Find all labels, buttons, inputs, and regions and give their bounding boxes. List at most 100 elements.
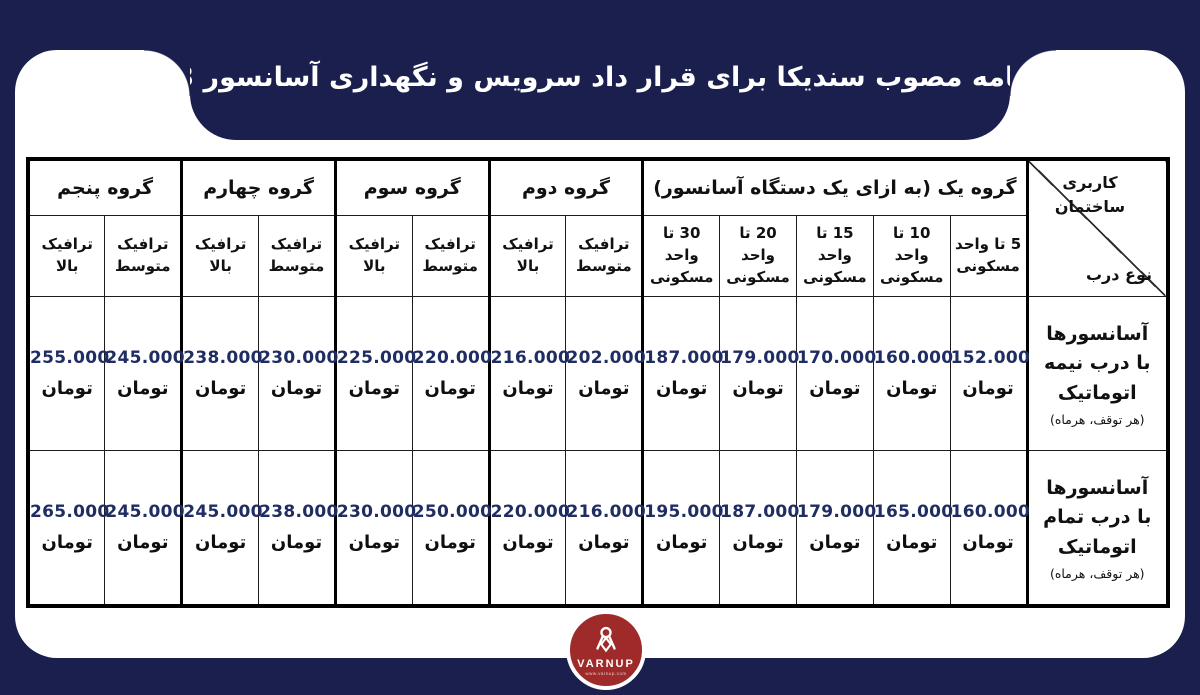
rate-cell: 216.000 تومان xyxy=(565,450,646,607)
rate-cell: 195.000 تومان xyxy=(641,450,724,607)
rate-unit: تومان xyxy=(502,532,554,553)
rate-amount: 230.000 xyxy=(336,502,417,522)
rate-unit: تومان xyxy=(502,378,554,399)
rate-cell: 187.000 تومان xyxy=(641,296,724,451)
logo-tagline-text: www.varnup.com xyxy=(585,670,627,676)
subheader-units-30: 30 تا واحد مسکونی xyxy=(641,215,721,297)
rate-unit: تومان xyxy=(41,378,93,399)
rate-unit: تومان xyxy=(348,378,400,399)
rate-amount: 220.000 xyxy=(412,348,493,368)
subheader-units-5: 5 تا واحد مسکونی xyxy=(949,215,1028,297)
rate-unit: تومان xyxy=(962,532,1014,553)
rate-amount: 187.000 xyxy=(720,502,800,522)
banner-right-fillet xyxy=(1010,50,1056,96)
rate-amount: 245.000 xyxy=(105,502,185,522)
rate-unit: تومان xyxy=(578,378,630,399)
rate-unit: تومان xyxy=(424,532,476,553)
rate-amount: 225.000 xyxy=(336,348,417,368)
rate-cell: 265.000 تومان xyxy=(27,450,109,607)
subheader-g5-medium: ترافیک متوسط xyxy=(104,215,183,297)
rate-amount: 195.000 xyxy=(644,502,724,522)
rate-cell: 165.000 تومان xyxy=(872,450,953,607)
rate-cell: 152.000 تومان xyxy=(949,296,1031,451)
rate-amount: 170.000 xyxy=(796,348,877,368)
subheader-units-15: 15 تا واحد مسکونی xyxy=(795,215,874,297)
table-row-semi-automatic: آسانسورها با درب نیمه اتوماتیک (هر توقف،… xyxy=(27,296,1169,451)
rate-cell: 160.000 تومان xyxy=(872,296,954,451)
rate-unit: تومان xyxy=(424,378,476,399)
rate-cell: 245.000 تومان xyxy=(180,450,263,607)
row-label-full-automatic: آسانسورها با درب تمام اتوماتیک (هر توقف،… xyxy=(1025,450,1169,607)
rate-amount: 152.000 xyxy=(950,348,1031,368)
corner-cell: کاربری ساختمان نوع درب xyxy=(1025,158,1169,297)
subheader-units-20: 20 تا واحد مسکونی xyxy=(719,215,797,297)
rate-cell: 202.000 تومان xyxy=(565,296,646,451)
rate-unit: تومان xyxy=(270,378,323,399)
title-banner: نرخ نامه مصوب سندیکا برای قرار داد سرویس… xyxy=(119,0,1081,140)
rate-unit: تومان xyxy=(732,532,784,553)
rate-cell: 220.000 تومان xyxy=(411,296,493,451)
rate-amount: 187.000 xyxy=(644,348,724,368)
rate-unit: تومان xyxy=(809,532,861,553)
subheader-row: 5 تا واحد مسکونی 10 تا واحد مسکونی 15 تا… xyxy=(27,215,1168,297)
logo-brand-text: VARNUP xyxy=(577,657,635,670)
rate-cell: 179.000 تومان xyxy=(719,296,800,451)
group-header-4: گروه چهارم xyxy=(180,158,336,216)
subheader-g4-medium: ترافیک متوسط xyxy=(258,215,336,297)
rate-unit: تومان xyxy=(117,378,169,399)
rate-cell: 255.000 تومان xyxy=(27,296,110,451)
rate-cell: 250.000 تومان xyxy=(411,450,493,607)
rate-amount: 245.000 xyxy=(183,502,263,522)
rate-cell: 160.000 تومان xyxy=(949,450,1031,607)
varnup-ribbon-icon xyxy=(596,626,616,652)
rate-unit: تومان xyxy=(809,378,861,399)
group-header-row: کاربری ساختمان نوع درب گروه یک (به ازای … xyxy=(27,158,1169,297)
rate-amount: 238.000 xyxy=(183,348,263,368)
rate-cell: 216.000 تومان xyxy=(487,296,571,451)
rate-unit: تومان xyxy=(962,378,1014,399)
rate-cell: 179.000 تومان xyxy=(795,450,876,607)
rate-unit: تومان xyxy=(578,532,630,553)
rate-amount: 250.000 xyxy=(412,502,493,522)
rate-unit: تومان xyxy=(656,532,708,553)
rate-unit: تومان xyxy=(886,378,938,399)
subheader-g3-high: ترافیک بالا xyxy=(333,215,413,297)
page-title: نرخ نامه مصوب سندیکا برای قرار داد سرویس… xyxy=(119,61,1082,93)
rate-amount: 255.000 xyxy=(30,348,110,368)
rate-cell: 230.000 تومان xyxy=(333,450,417,607)
rate-amount: 245.000 xyxy=(105,348,185,368)
group-header-5: گروه پنجم xyxy=(27,158,183,216)
rate-cell: 238.000 تومان xyxy=(258,450,338,607)
rate-amount: 202.000 xyxy=(566,348,646,368)
rate-unit: تومان xyxy=(194,378,247,399)
row-label-text: آسانسورها با درب تمام اتوماتیک xyxy=(1043,476,1152,558)
rate-cell: 225.000 تومان xyxy=(333,296,417,451)
rate-amount: 216.000 xyxy=(566,502,646,522)
row-label-note: (هر توقف، هرماه) xyxy=(1049,412,1145,428)
rate-amount: 160.000 xyxy=(873,348,954,368)
rate-unit: تومان xyxy=(194,532,247,553)
rate-table: کاربری ساختمان نوع درب گروه یک (به ازای … xyxy=(26,157,1170,608)
group-header-3: گروه سوم xyxy=(333,158,490,216)
rate-cell: 230.000 تومان xyxy=(258,296,338,451)
subheader-units-10: 10 تا واحد مسکونی xyxy=(872,215,951,297)
subheader-g3-medium: ترافیک متوسط xyxy=(411,215,490,297)
table-row-full-automatic: آسانسورها با درب تمام اتوماتیک (هر توقف،… xyxy=(27,450,1169,607)
subheader-g5-high: ترافیک بالا xyxy=(27,215,106,297)
varnup-logo-badge: VARNUP www.varnup.com xyxy=(566,610,646,690)
rate-amount: 179.000 xyxy=(720,348,800,368)
row-label-note: (هر توقف، هرماه) xyxy=(1049,566,1145,582)
rate-amount: 220.000 xyxy=(490,502,571,522)
rate-unit: تومان xyxy=(348,532,400,553)
rate-unit: تومان xyxy=(732,378,784,399)
rate-cell: 187.000 تومان xyxy=(719,450,800,607)
group-header-1: گروه یک (به ازای یک دستگاه آسانسور) xyxy=(641,158,1028,216)
rate-unit: تومان xyxy=(117,532,169,553)
rate-unit: تومان xyxy=(886,532,938,553)
rate-amount: 216.000 xyxy=(490,348,571,368)
subheader-g2-high: ترافیک بالا xyxy=(487,215,567,297)
rate-cell: 245.000 تومان xyxy=(104,450,185,607)
rate-unit: تومان xyxy=(270,532,323,553)
rate-amount: 160.000 xyxy=(950,502,1031,522)
